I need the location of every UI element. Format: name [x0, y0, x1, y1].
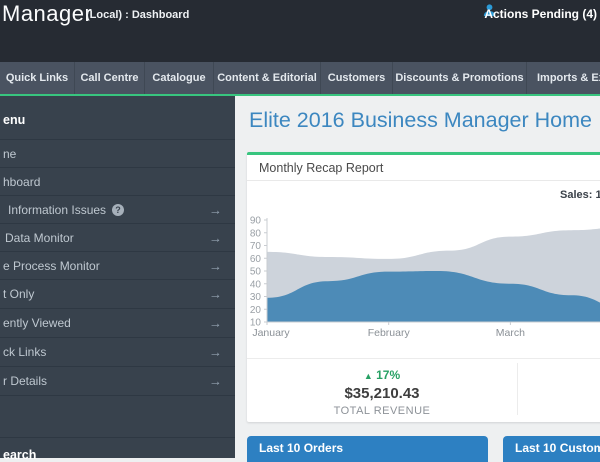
- sidebar-item-1[interactable]: ne: [0, 140, 235, 168]
- sidebar-item-process-monitor[interactable]: e Process Monitor →: [0, 252, 235, 280]
- sidebar-item-quick-links[interactable]: ck Links →: [0, 338, 235, 367]
- total-revenue-stat: ▲ 17% $35,210.43 TOTAL REVENUE: [247, 368, 517, 417]
- svg-text:30: 30: [250, 292, 262, 303]
- svg-text:40: 40: [250, 279, 262, 290]
- stats-divider: [247, 358, 600, 359]
- arrow-right-icon: →: [209, 259, 222, 272]
- svg-text:80: 80: [250, 228, 262, 239]
- sidebar-item-label: t Only: [3, 287, 34, 301]
- monthly-recap-panel: Monthly Recap Report Sales: 1 J 10203040…: [247, 152, 600, 422]
- help-circle-icon[interactable]: ?: [112, 204, 124, 216]
- arrow-right-icon: →: [209, 317, 222, 330]
- sidebar-item-details[interactable]: r Details →: [0, 367, 235, 396]
- page-title: Elite 2016 Business Manager Home: [249, 108, 592, 133]
- tab-catalogue[interactable]: Catalogue: [145, 62, 214, 94]
- breadcrumb: (Local) : Dashboard: [86, 9, 189, 21]
- svg-text:20: 20: [250, 305, 262, 316]
- sidebar-item-label: ne: [3, 147, 16, 161]
- svg-text:50: 50: [250, 267, 262, 278]
- sidebar-item-label: r Details: [3, 374, 47, 388]
- tab-content-editorial[interactable]: Content & Editorial: [214, 62, 321, 94]
- sidebar-item-only[interactable]: t Only →: [0, 280, 235, 309]
- sidebar-item-data-monitor[interactable]: Data Monitor →: [0, 224, 235, 252]
- arrow-right-icon: →: [209, 231, 222, 244]
- svg-text:February: February: [368, 327, 411, 339]
- sidebar-item-recently-viewed[interactable]: ently Viewed →: [0, 309, 235, 338]
- sales-range-label: Sales: 1 J: [560, 189, 600, 201]
- tab-quick-links[interactable]: Quick Links: [0, 62, 75, 94]
- sidebar-spacer: [0, 396, 235, 438]
- sidebar-menu-header: enu: [0, 96, 235, 140]
- monthly-recap-area-chart: 102030405060708090JanuaryFebruaryMarch: [247, 210, 600, 338]
- panel-title: Monthly Recap Report: [247, 155, 600, 181]
- svg-text:70: 70: [250, 241, 262, 252]
- tab-customers[interactable]: Customers: [321, 62, 393, 94]
- tab-discounts-promotions[interactable]: Discounts & Promotions: [393, 62, 527, 94]
- top-bar: Manager (Local) : Dashboard Actions Pend…: [0, 0, 600, 62]
- revenue-change-percent: ▲ 17%: [247, 368, 517, 382]
- sidebar-item-label: Data Monitor: [5, 231, 74, 245]
- sidebar-search-header: earch: [0, 438, 235, 462]
- actions-pending-link[interactable]: Actions Pending (4): [484, 7, 597, 21]
- last-10-customers-header: Last 10 Customers: [503, 436, 600, 462]
- up-triangle-icon: ▲: [364, 371, 373, 381]
- sidebar-item-information-issues[interactable]: Information Issues ? →: [0, 196, 235, 224]
- arrow-right-icon: →: [209, 346, 222, 359]
- main-nav: Quick Links Call Centre Catalogue Conten…: [0, 62, 600, 96]
- last-10-orders-header: Last 10 Orders: [247, 436, 488, 462]
- sidebar-item-label: ently Viewed: [3, 316, 71, 330]
- arrow-right-icon: →: [209, 203, 222, 216]
- svg-text:60: 60: [250, 254, 262, 265]
- total-revenue-value: $35,210.43: [247, 385, 517, 402]
- arrow-right-icon: →: [209, 375, 222, 388]
- app-logo: Manager: [2, 1, 92, 27]
- svg-text:January: January: [252, 327, 290, 339]
- sidebar-item-2[interactable]: hboard: [0, 168, 235, 196]
- svg-text:March: March: [496, 327, 525, 339]
- svg-text:90: 90: [250, 216, 262, 227]
- sidebar-item-label: hboard: [3, 175, 40, 189]
- tab-imports-exports[interactable]: Imports & Exports: [527, 62, 600, 94]
- sidebar-item-label: ck Links: [3, 345, 46, 359]
- sidebar-item-label: e Process Monitor: [3, 259, 100, 273]
- total-revenue-label: TOTAL REVENUE: [247, 405, 517, 417]
- arrow-right-icon: →: [209, 288, 222, 301]
- stats-vertical-divider: [517, 363, 518, 415]
- sidebar: enu ne hboard Information Issues ? → Dat…: [0, 96, 235, 458]
- tab-call-centre[interactable]: Call Centre: [75, 62, 145, 94]
- sidebar-item-label: Information Issues: [8, 203, 106, 217]
